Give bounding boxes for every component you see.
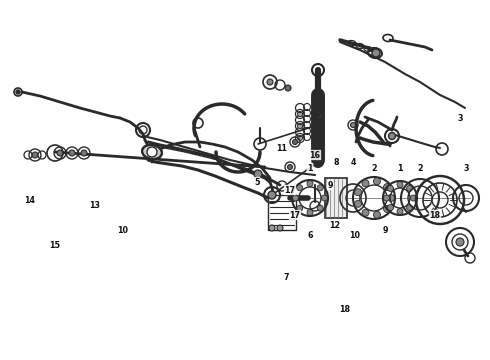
Text: 6: 6: [307, 230, 313, 239]
Circle shape: [407, 204, 413, 211]
Circle shape: [362, 180, 369, 187]
Circle shape: [254, 170, 262, 178]
Circle shape: [293, 140, 297, 144]
Circle shape: [397, 208, 403, 215]
Text: 16: 16: [310, 150, 320, 159]
Circle shape: [397, 181, 403, 188]
Circle shape: [384, 206, 391, 212]
Text: 18: 18: [429, 211, 441, 220]
Text: 17: 17: [285, 185, 295, 194]
Circle shape: [362, 209, 369, 216]
Circle shape: [373, 178, 380, 185]
Text: 11: 11: [276, 144, 288, 153]
Circle shape: [317, 205, 323, 211]
Circle shape: [389, 132, 395, 140]
Circle shape: [293, 195, 298, 201]
Circle shape: [388, 204, 393, 211]
Circle shape: [69, 150, 75, 156]
Circle shape: [384, 195, 390, 201]
Circle shape: [285, 85, 291, 91]
Text: 9: 9: [382, 225, 388, 234]
Text: 18: 18: [340, 306, 350, 315]
Circle shape: [388, 185, 393, 192]
Circle shape: [456, 238, 464, 246]
Text: 13: 13: [90, 201, 100, 210]
Circle shape: [297, 205, 303, 211]
Circle shape: [373, 211, 380, 218]
Ellipse shape: [142, 145, 162, 159]
Text: 12: 12: [329, 220, 341, 230]
Text: 3: 3: [457, 113, 463, 122]
Circle shape: [372, 49, 380, 57]
Text: 10: 10: [349, 230, 361, 239]
Text: 4: 4: [350, 158, 356, 166]
Circle shape: [307, 180, 313, 186]
FancyBboxPatch shape: [268, 195, 296, 230]
Circle shape: [411, 195, 416, 201]
Circle shape: [57, 150, 63, 156]
Circle shape: [355, 189, 362, 196]
Circle shape: [16, 90, 20, 94]
Circle shape: [350, 122, 356, 127]
Circle shape: [297, 135, 302, 140]
Circle shape: [317, 185, 323, 191]
Circle shape: [267, 79, 273, 85]
Text: 17: 17: [290, 211, 300, 220]
Circle shape: [307, 210, 313, 216]
Text: 7: 7: [283, 274, 289, 283]
Text: 15: 15: [49, 240, 60, 249]
Circle shape: [268, 191, 276, 199]
Circle shape: [297, 112, 302, 117]
Text: 2: 2: [417, 163, 423, 172]
Circle shape: [81, 150, 87, 156]
Text: 10: 10: [118, 225, 128, 234]
Circle shape: [407, 185, 413, 192]
Circle shape: [147, 147, 157, 157]
Circle shape: [277, 225, 283, 231]
Text: 8: 8: [333, 158, 339, 166]
Circle shape: [297, 185, 303, 191]
Circle shape: [297, 123, 302, 129]
Text: 1: 1: [397, 163, 403, 172]
Circle shape: [355, 200, 362, 207]
Text: 9: 9: [327, 180, 333, 189]
Text: 2: 2: [371, 163, 377, 172]
Circle shape: [388, 194, 394, 202]
Circle shape: [288, 165, 293, 170]
Circle shape: [269, 225, 275, 231]
FancyBboxPatch shape: [325, 178, 347, 218]
Circle shape: [384, 184, 391, 190]
Text: 14: 14: [24, 195, 35, 204]
Circle shape: [321, 195, 327, 201]
Text: 3: 3: [463, 163, 469, 172]
Text: 1: 1: [307, 163, 313, 172]
Text: 5: 5: [254, 177, 260, 186]
Circle shape: [32, 152, 38, 158]
